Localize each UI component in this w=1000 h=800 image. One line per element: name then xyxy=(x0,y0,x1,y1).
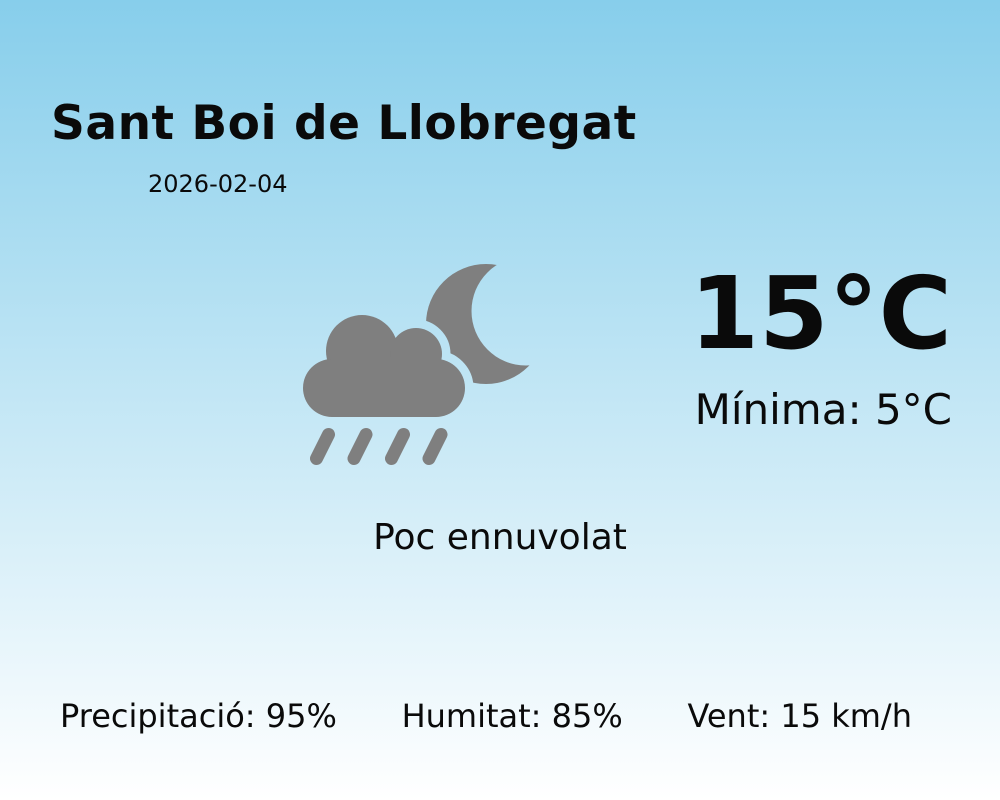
moon-shape xyxy=(426,264,546,384)
cloud-moon-rain-icon xyxy=(303,264,546,465)
precipitation-label: Precipitació: 95% xyxy=(60,697,337,735)
wind-label: Vent: 15 km/h xyxy=(687,697,912,735)
condition-text: Poc ennuvolat xyxy=(373,517,627,558)
humidity-label: Humitat: 85% xyxy=(401,697,623,735)
rain-strokes xyxy=(310,428,448,465)
current-temperature: 15°C xyxy=(689,255,952,372)
details-row: Precipitació: 95% Humitat: 85% Vent: 15 … xyxy=(0,700,1000,732)
minimum-temperature: Mínima: 5°C xyxy=(694,385,952,434)
location-title: Sant Boi de Llobregat xyxy=(51,96,637,151)
date-label: 2026-02-04 xyxy=(148,170,288,198)
cloud-shape xyxy=(303,315,465,417)
weather-icon-container xyxy=(300,258,546,468)
